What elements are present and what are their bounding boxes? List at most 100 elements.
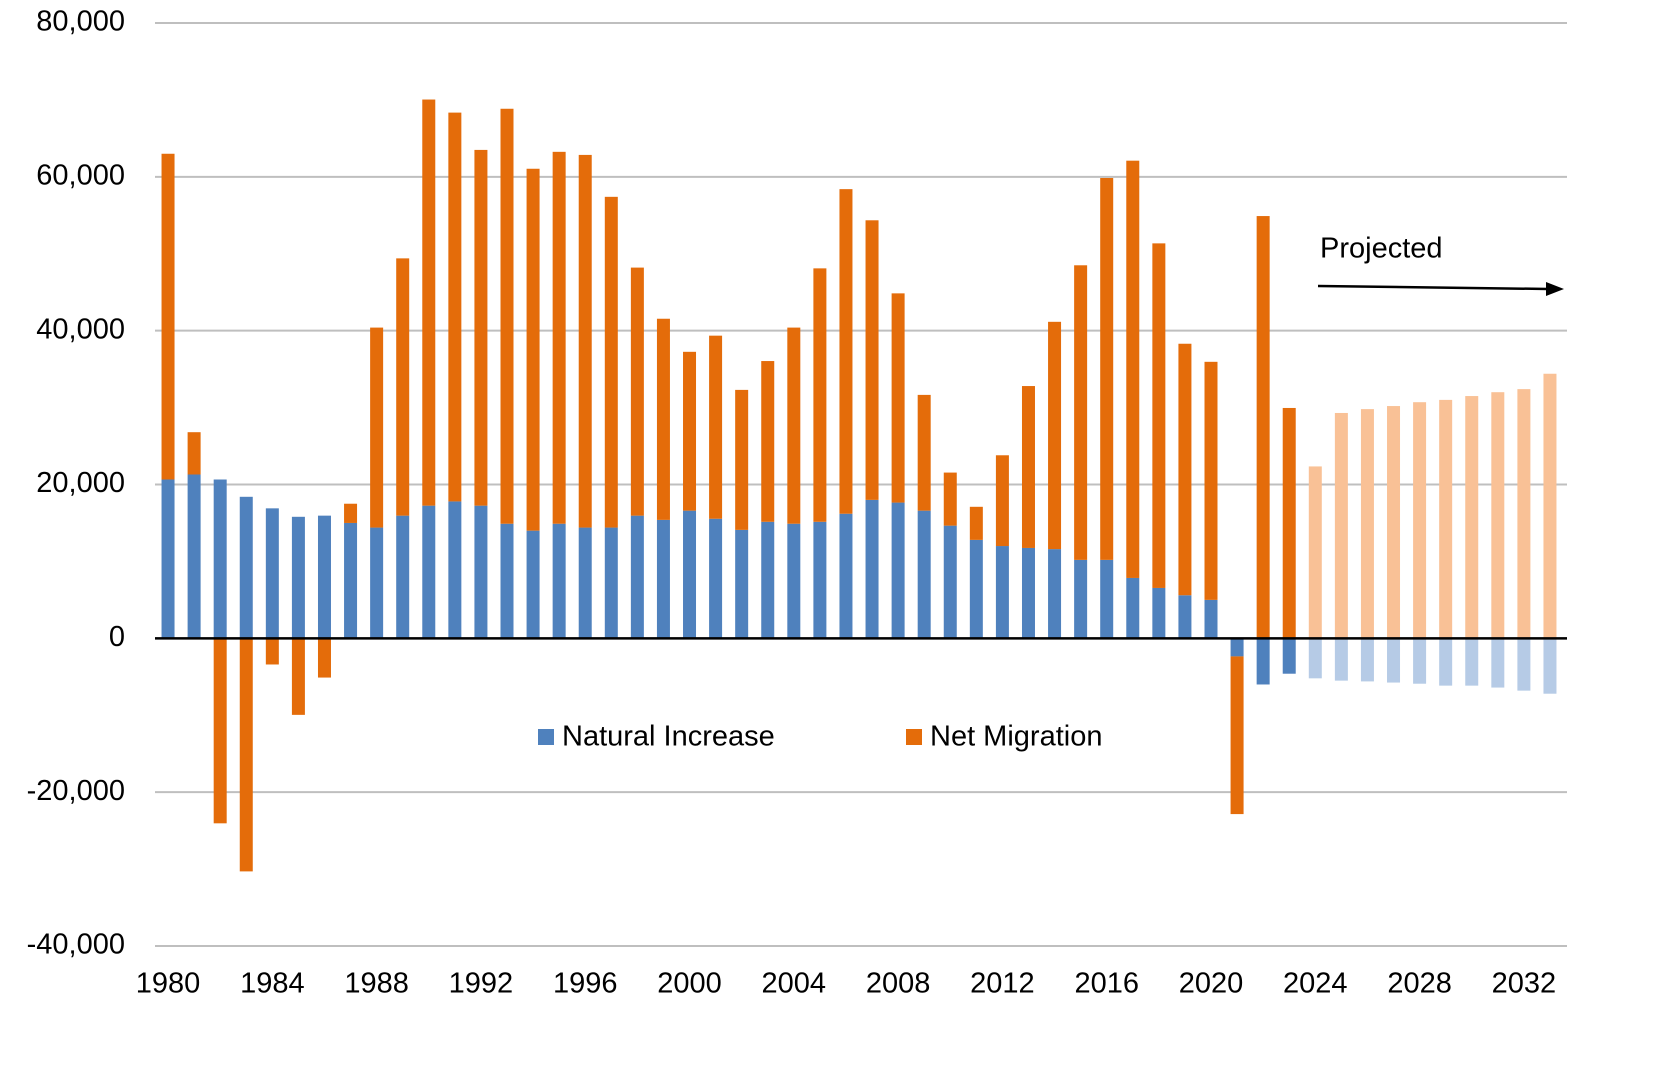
bar — [761, 361, 775, 522]
bar — [1021, 547, 1035, 639]
bar — [396, 258, 410, 516]
legend-label: Net Migration — [930, 721, 1102, 753]
bar — [344, 503, 358, 523]
bar — [1100, 177, 1114, 560]
bar — [474, 505, 488, 639]
bar — [630, 515, 644, 639]
bar — [317, 638, 331, 678]
x-tick-label: 1996 — [553, 968, 618, 1000]
bar — [552, 523, 566, 639]
bar — [500, 523, 514, 639]
bar — [448, 501, 462, 639]
bar — [213, 479, 227, 639]
bar — [943, 472, 957, 526]
bar — [813, 268, 827, 522]
x-tick-label: 2008 — [866, 968, 931, 1000]
bar — [474, 149, 488, 506]
bar — [1517, 389, 1531, 639]
bar — [161, 479, 175, 639]
bar — [995, 455, 1009, 547]
legend-label: Natural Increase — [562, 721, 775, 753]
bar — [239, 496, 253, 639]
bar — [1126, 577, 1140, 639]
bar — [891, 293, 905, 503]
bar — [1100, 559, 1114, 639]
bar — [813, 521, 827, 639]
bar — [526, 168, 540, 531]
x-tick-label: 1980 — [136, 968, 201, 1000]
y-tick-label: -40,000 — [27, 929, 125, 961]
bar — [265, 638, 279, 665]
annotation: Projected — [1320, 233, 1443, 265]
bar — [1387, 406, 1401, 639]
bar — [1048, 321, 1062, 550]
y-tick-label: 20,000 — [36, 467, 125, 499]
x-tick-label: 1988 — [344, 968, 409, 1000]
arrow-head — [1546, 282, 1564, 296]
legend-swatch — [906, 729, 922, 745]
bar — [1152, 587, 1166, 639]
x-tick-label: 2004 — [762, 968, 827, 1000]
bar — [239, 638, 253, 872]
bar — [1360, 638, 1374, 682]
bar — [1465, 396, 1479, 639]
bar — [1204, 361, 1218, 600]
bar — [500, 108, 514, 524]
bar — [578, 527, 592, 639]
bar — [265, 508, 279, 639]
bar — [1256, 216, 1270, 639]
bar — [1439, 638, 1453, 686]
bar — [1152, 243, 1166, 588]
bar — [161, 153, 175, 480]
bar — [865, 499, 879, 639]
bar — [344, 522, 358, 639]
bar — [604, 196, 618, 528]
bar — [787, 327, 801, 524]
bar — [1517, 638, 1531, 691]
bar — [735, 389, 749, 530]
bar — [317, 515, 331, 639]
bar — [1021, 386, 1035, 548]
bar — [422, 99, 436, 506]
bar — [656, 318, 670, 520]
x-tick-label: 2028 — [1387, 968, 1452, 1000]
bar — [396, 515, 410, 639]
bar — [1491, 638, 1505, 688]
bar — [1543, 638, 1557, 694]
bar — [917, 394, 931, 511]
bar — [656, 519, 670, 639]
x-tick-label: 2012 — [970, 968, 1035, 1000]
bar — [917, 510, 931, 639]
bar — [995, 546, 1009, 639]
bar — [1074, 265, 1088, 560]
bar — [422, 505, 436, 639]
bar — [735, 529, 749, 639]
bar — [1178, 595, 1192, 639]
bar — [552, 151, 566, 524]
x-tick-label: 2024 — [1283, 968, 1348, 1000]
bar — [1387, 638, 1401, 683]
bar — [1230, 656, 1244, 815]
x-tick-label: 2000 — [657, 968, 722, 1000]
x-tick-label: 1984 — [240, 968, 305, 1000]
bar — [1543, 373, 1557, 639]
bar — [630, 267, 644, 516]
bar — [709, 335, 723, 519]
bar — [1465, 638, 1479, 686]
bar — [1230, 638, 1244, 657]
arrow-line — [1317, 284, 1549, 291]
bar — [604, 527, 618, 639]
bar — [1282, 407, 1296, 639]
bar — [448, 112, 462, 502]
bar — [839, 189, 853, 514]
bar — [578, 154, 592, 528]
bar — [187, 474, 201, 639]
bar — [1126, 160, 1140, 578]
bar — [291, 516, 305, 639]
bar — [683, 351, 697, 511]
bar — [1334, 412, 1348, 639]
bar — [1360, 409, 1374, 639]
bar — [370, 327, 384, 528]
